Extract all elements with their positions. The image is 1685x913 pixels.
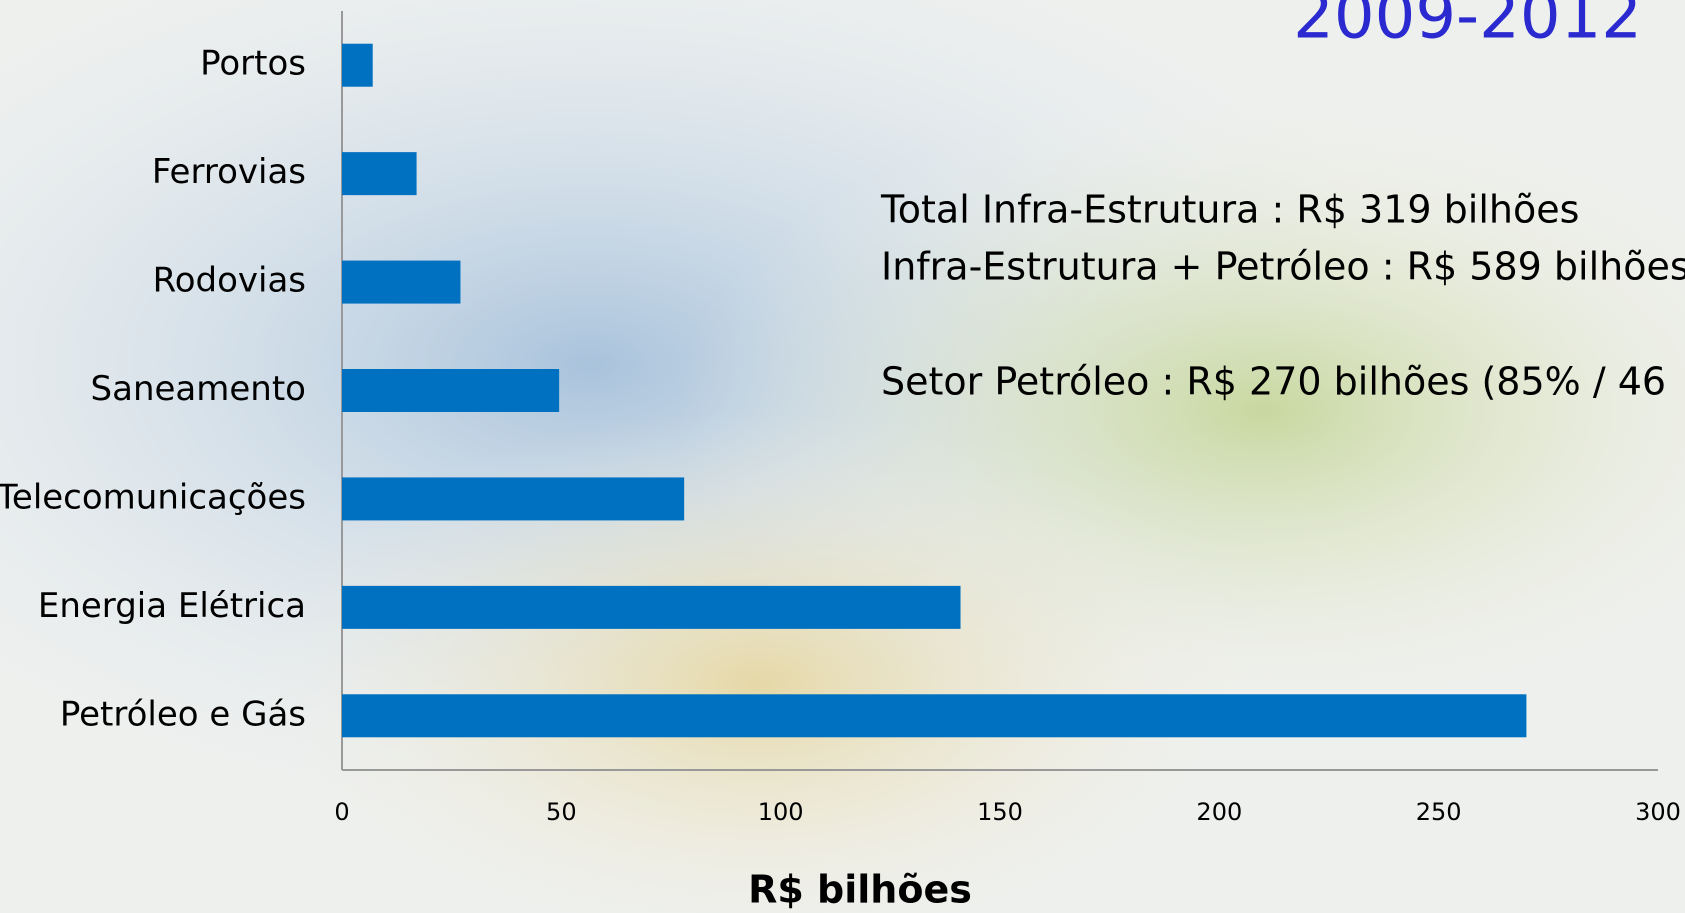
annotation: Setor Petróleo : R$ 270 bilhões (85% / 4… (881, 360, 1666, 404)
y-tick-label: Rodovias (153, 261, 306, 301)
y-tick-label: Saneamento (91, 369, 306, 409)
chart-title: 2009-2012 (1293, 0, 1642, 54)
bar (342, 261, 460, 304)
annotation: Infra-Estrutura + Petróleo : R$ 589 bilh… (881, 245, 1685, 289)
background-shade (0, 0, 1685, 913)
bar (342, 477, 684, 520)
bar (342, 369, 559, 412)
x-tick-label: 50 (546, 798, 577, 826)
page: {"chart_data": {"type": "bar", "orientat… (0, 0, 1685, 913)
x-tick-label: 200 (1196, 798, 1242, 826)
annotation: Total Infra-Estrutura : R$ 319 bilhões (880, 188, 1579, 232)
y-tick-label: Ferrovias (152, 152, 306, 192)
x-tick-label: 300 (1635, 798, 1681, 826)
bar (342, 152, 417, 195)
bar (342, 44, 373, 87)
y-tick-label: Telecomunicações (0, 477, 306, 517)
x-tick-label: 0 (334, 798, 349, 826)
chart: 2009-2012 Total Infra-Estrutura : R$ 319… (0, 0, 1685, 913)
y-tick-label: Portos (200, 44, 306, 84)
x-tick-label: 100 (758, 798, 804, 826)
x-axis-label: R$ bilhões (748, 868, 972, 912)
x-tick-label: 150 (977, 798, 1023, 826)
x-tick-label: 250 (1416, 798, 1462, 826)
y-tick-label: Petróleo e Gás (60, 694, 306, 734)
y-tick-label: Energia Elétrica (38, 586, 306, 626)
bar (342, 694, 1526, 737)
bar (342, 586, 961, 629)
